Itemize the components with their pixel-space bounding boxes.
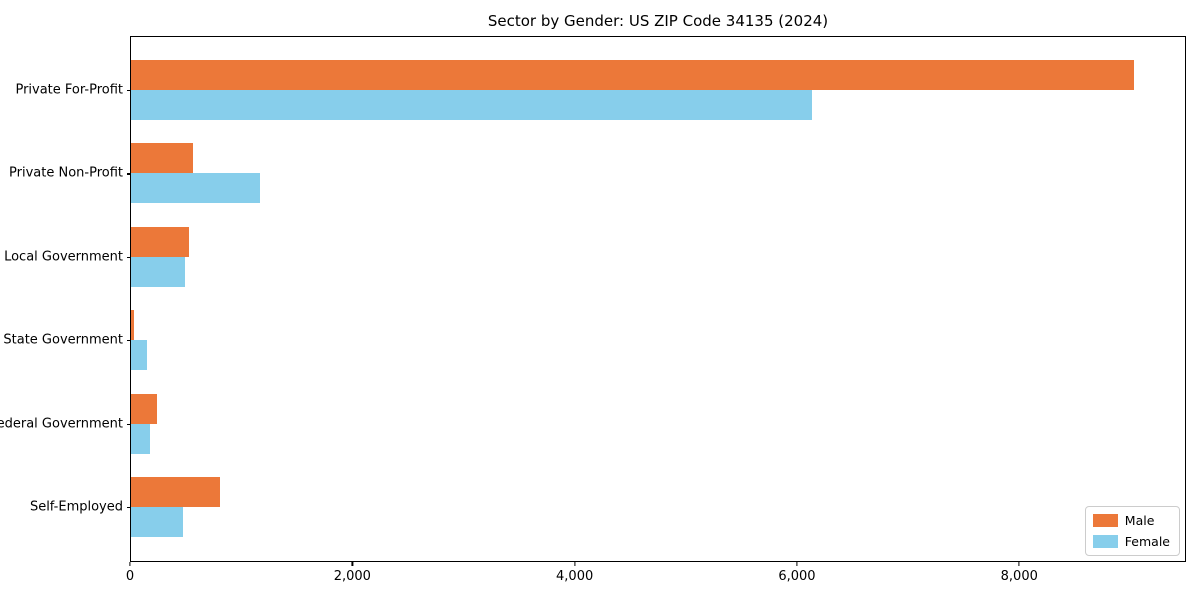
- x-axis-tick-mark: [351, 562, 353, 566]
- bar-group: Private Non-Profit: [9, 143, 1185, 204]
- bar-female: [131, 173, 260, 204]
- x-axis-tick-mark: [574, 562, 576, 566]
- legend-entry: Male: [1092, 513, 1170, 528]
- bar-female: [131, 90, 813, 120]
- y-axis-tick-mark: [127, 423, 131, 425]
- bar-group: State Government: [3, 310, 1185, 371]
- bar-male: [131, 393, 158, 424]
- bar-male: [131, 226, 190, 257]
- y-axis-tick-mark: [127, 506, 131, 509]
- bar-groups: Private For-Profit Private Non-Profit Loca…: [0, 37, 1185, 561]
- bar-female: [131, 506, 184, 537]
- category-label: Private For-Profit: [15, 82, 123, 98]
- x-axis-tick-mark: [796, 562, 798, 566]
- x-axis-tick-label: 6,000: [778, 569, 816, 584]
- legend-swatch-male: [1092, 514, 1118, 527]
- legend: Male Female: [1084, 506, 1180, 556]
- category-label: Local Government: [4, 249, 123, 265]
- category-label: Federal Government: [0, 416, 123, 432]
- bar-male: [131, 310, 135, 341]
- y-axis-tick-mark: [127, 173, 131, 175]
- y-axis-tick-mark: [127, 256, 131, 258]
- x-axis-tick-label: 0: [125, 569, 135, 584]
- bar-group: Self-Employed: [30, 476, 1185, 537]
- chart-title: Sector by Gender: US ZIP Code 34135 (202…: [487, 12, 829, 30]
- x-axis-tick-mark: [1018, 562, 1020, 566]
- category-label: Private Non-Profit: [9, 165, 123, 181]
- legend-label: Male: [1124, 513, 1155, 528]
- category-label: Self-Employed: [29, 499, 123, 515]
- legend-entry: Female: [1092, 534, 1170, 549]
- bar-group: Federal Government: [0, 393, 1185, 454]
- bar-male: [131, 476, 221, 507]
- x-axis-tick-label: 2,000: [333, 569, 371, 584]
- legend-swatch-female: [1092, 535, 1118, 548]
- bar-group: Local Government: [4, 226, 1185, 287]
- bar-male: [131, 143, 194, 174]
- x-axis-tick-mark: [129, 562, 131, 566]
- plot-area: Private For-Profit Private Non-Profit Loca…: [0, 36, 1186, 562]
- bar-group: Private For-Profit: [15, 60, 1185, 120]
- bar-female: [131, 423, 151, 454]
- x-axis-ticks: 0 2,000 4,000 6,000 8,000: [126, 562, 1186, 592]
- category-label: State Government: [3, 332, 123, 348]
- bar-female: [131, 340, 147, 371]
- y-axis-tick-mark: [127, 340, 131, 342]
- legend-label: Female: [1124, 534, 1170, 549]
- y-axis-tick-mark: [127, 90, 131, 92]
- bar-female: [131, 256, 186, 287]
- bar-male: [131, 60, 1134, 90]
- x-axis-tick-label: 4,000: [556, 569, 594, 584]
- x-axis-tick-label: 8,000: [1000, 569, 1038, 584]
